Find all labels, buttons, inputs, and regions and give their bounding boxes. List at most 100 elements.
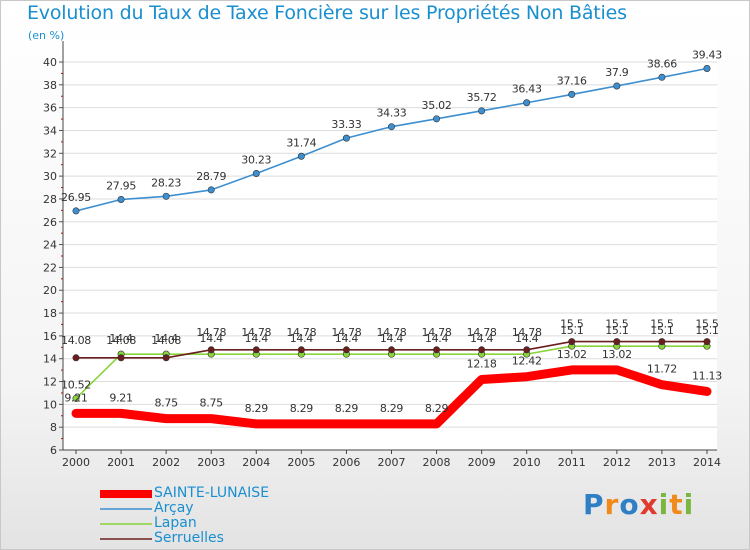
y-tick-label: 8 — [50, 421, 57, 434]
data-point — [387, 346, 395, 354]
x-tick-label: 2013 — [648, 456, 676, 469]
y-tick-label: 16 — [43, 330, 57, 343]
y-tick-label: 28 — [43, 193, 57, 206]
data-point — [252, 346, 260, 354]
data-label: 14.78 — [331, 326, 361, 339]
data-label: 37.16 — [557, 74, 587, 87]
legend-swatch-arcay — [100, 508, 152, 510]
data-label: 14.78 — [467, 326, 497, 339]
y-tick-label: 6 — [50, 444, 57, 457]
data-label: 14.08 — [151, 334, 181, 347]
x-tick-label: 2005 — [287, 456, 315, 469]
data-label: 39.43 — [692, 49, 722, 62]
data-point — [252, 169, 260, 177]
data-point — [703, 65, 711, 73]
y-tick-label: 24 — [43, 239, 57, 252]
data-label: 15.1 — [650, 324, 673, 337]
x-tick-label: 2004 — [242, 456, 270, 469]
data-label: 14.78 — [241, 326, 271, 339]
data-label: 14.4 — [154, 332, 178, 345]
data-label: 35.02 — [422, 99, 452, 112]
data-label: 15.5 — [650, 318, 674, 331]
series-line-sainte-lunaise — [71, 365, 712, 429]
data-point — [433, 115, 441, 123]
y-tick-label: 22 — [43, 261, 57, 274]
data-point — [207, 186, 215, 194]
data-label: 14.4 — [425, 332, 449, 345]
data-label: 14.08 — [61, 334, 91, 347]
y-tick-label: 26 — [43, 216, 57, 229]
legend-item-sainte-lunaise: SAINTE-LUNAISE — [100, 485, 320, 503]
x-tick-label: 2007 — [377, 456, 405, 469]
data-label: 27.95 — [106, 180, 136, 193]
y-tick-label: 14 — [43, 353, 57, 366]
data-label: 14.78 — [286, 326, 316, 339]
data-label: 11.72 — [647, 363, 677, 376]
legend-item-lapan: Lapan — [100, 515, 320, 533]
data-label: 14.4 — [245, 332, 269, 345]
data-label: 8.75 — [154, 397, 178, 410]
data-point — [72, 207, 80, 215]
data-label: 14.78 — [512, 326, 542, 339]
data-label: 14.4 — [109, 332, 133, 345]
data-label: 35.72 — [467, 91, 497, 104]
data-label: 14.4 — [335, 332, 359, 345]
data-label: 31.74 — [286, 136, 316, 149]
x-tick-label: 2000 — [62, 456, 90, 469]
x-tick-label: 2009 — [468, 456, 496, 469]
y-tick-label: 40 — [43, 56, 57, 69]
logo-letter: P — [583, 488, 605, 521]
legend-label-arcay: Arçay — [154, 500, 194, 516]
data-label: 26.95 — [61, 191, 91, 204]
y-tick-label: 34 — [43, 124, 57, 137]
data-point — [207, 346, 215, 354]
data-point — [613, 82, 621, 90]
data-label: 28.23 — [151, 176, 181, 189]
data-label: 15.1 — [560, 324, 583, 337]
y-tick-label: 38 — [43, 79, 57, 92]
data-label: 13.02 — [557, 348, 587, 361]
data-point — [162, 354, 170, 362]
legend-item-arcay: Arçay — [100, 500, 320, 518]
proxiti-logo: Proxiti — [583, 488, 694, 521]
data-point — [658, 338, 666, 346]
data-point — [658, 73, 666, 81]
data-label: 15.1 — [695, 324, 718, 337]
legend-label-serruelles: Serruelles — [154, 530, 224, 546]
y-tick-label: 30 — [43, 170, 57, 183]
data-point — [613, 338, 621, 346]
data-label: 8.29 — [335, 402, 359, 415]
data-label: 9.21 — [64, 391, 87, 404]
data-label: 34.33 — [376, 107, 406, 120]
legend-item-serruelles: Serruelles — [100, 530, 320, 548]
data-label: 15.5 — [695, 318, 719, 331]
data-point — [117, 354, 125, 362]
x-tick-label: 2003 — [197, 456, 225, 469]
data-label: 8.29 — [290, 402, 314, 415]
data-label: 14.4 — [290, 332, 314, 345]
data-label: 14.78 — [196, 326, 226, 339]
y-tick-label: 20 — [43, 284, 57, 297]
y-tick-label: 36 — [43, 102, 57, 115]
data-point — [297, 152, 305, 160]
data-label: 14.08 — [106, 334, 136, 347]
data-point — [478, 346, 486, 354]
data-label: 14.78 — [376, 326, 406, 339]
data-label: 28.79 — [196, 170, 226, 183]
logo-letter: o — [619, 488, 640, 521]
data-label: 14.4 — [515, 332, 539, 345]
data-point — [162, 192, 170, 200]
data-label: 8.29 — [380, 402, 404, 415]
x-tick-label: 2014 — [693, 456, 721, 469]
data-point — [72, 354, 80, 362]
logo-letter: r — [604, 488, 620, 521]
legend-label-sainte-lunaise: SAINTE-LUNAISE — [154, 485, 270, 501]
y-tick-label: 10 — [43, 398, 57, 411]
x-tick-label: 2008 — [423, 456, 451, 469]
legend-swatch-serruelles — [100, 538, 152, 540]
chart-title: Evolution du Taux de Taxe Foncière sur l… — [27, 2, 627, 24]
data-point — [478, 107, 486, 115]
data-label: 38.66 — [647, 57, 677, 70]
data-point — [703, 338, 711, 346]
